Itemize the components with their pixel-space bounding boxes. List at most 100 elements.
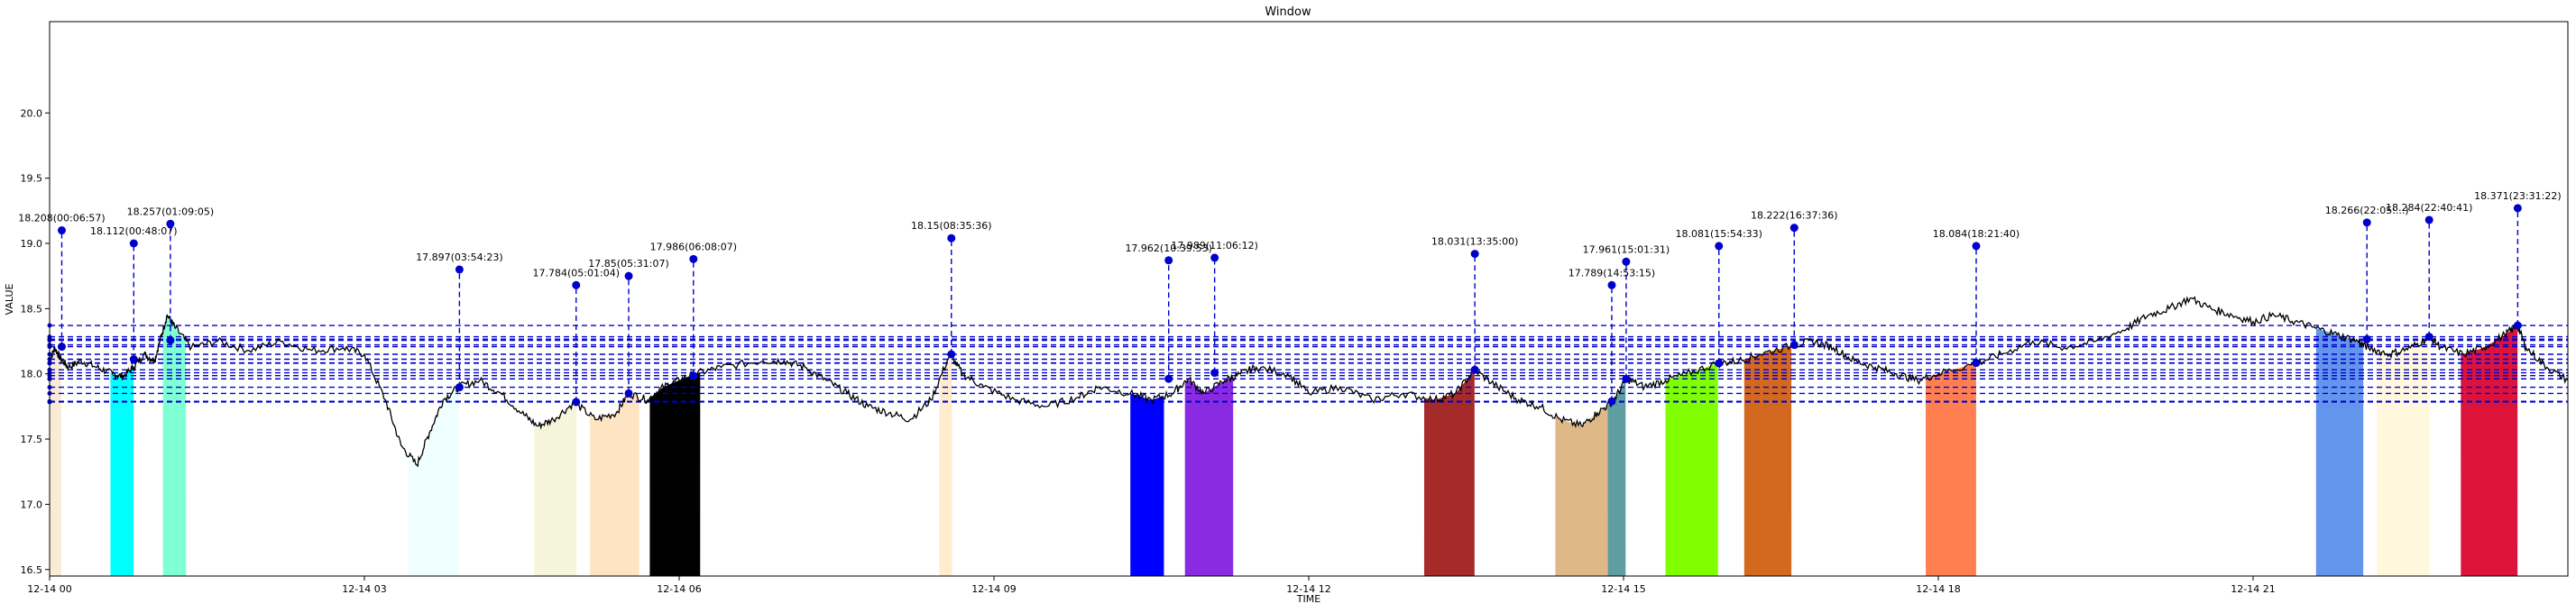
y-axis-ticks: 16.5 17.0 17.5 18.0 18.5 19.0 19.5 20.0: [21, 107, 50, 576]
x-axis-label: TIME: [1296, 593, 1320, 605]
shaded-region: [408, 387, 459, 576]
annotation-marker-point: [166, 336, 175, 345]
shaded-region: [1130, 393, 1164, 576]
y-tick-label: 19.0: [21, 238, 43, 250]
annotation-marker-top: [2362, 218, 2371, 227]
shaded-region: [939, 354, 952, 576]
level-lines: [50, 325, 2568, 403]
shaded-region: [162, 316, 187, 576]
annotation-label: 18.266(22:05:...): [2325, 205, 2409, 216]
annotation-marker-point: [2424, 333, 2433, 342]
annotation-label: 17.962(10:39:53): [1125, 242, 1211, 254]
annotation-marker-point: [624, 389, 633, 398]
annotation-label: 18.15(08:35:36): [911, 220, 991, 232]
annotation-label: 17.85(05:31:07): [588, 258, 668, 270]
annotation-label: 17.897(03:54:23): [416, 252, 502, 263]
shaded-region: [1423, 370, 1475, 576]
series-line: [49, 296, 2569, 468]
annotation-label: 17.989(11:06:12): [1171, 240, 1257, 252]
annotation-marker-top: [1972, 242, 1981, 251]
annotation-marker-top: [624, 271, 633, 280]
shaded-regions: [50, 316, 2518, 576]
annotation-marker-top: [572, 280, 581, 289]
annotation-marker-point: [1470, 365, 1479, 374]
annotation-marker-top: [57, 226, 66, 235]
annotation-markers: [47, 204, 2522, 407]
annotation-marker-top: [1210, 253, 1219, 262]
shaded-region: [534, 403, 576, 576]
shaded-region: [1926, 363, 1976, 576]
annotation-marker-point: [2362, 334, 2371, 343]
shaded-region: [590, 394, 639, 576]
annotation-marker-top: [129, 239, 138, 248]
annotation-label: 18.081(15:54:33): [1676, 228, 1762, 240]
annotation-marker-top: [2513, 204, 2522, 213]
annotation-marker-point: [129, 354, 138, 363]
annotation-label: 18.208(00:06:57): [18, 213, 105, 224]
y-tick-label: 18.5: [21, 303, 43, 315]
annotation-marker-point: [1789, 341, 1799, 350]
y-tick-label: 20.0: [21, 107, 43, 119]
annotation-label: 18.031(13:35:00): [1431, 236, 1518, 248]
annotation-marker-point: [57, 343, 66, 352]
x-tick-label: 12-14 06: [657, 583, 701, 595]
chart-title: Window: [1265, 5, 1311, 19]
annotation-marker-point: [2513, 321, 2522, 330]
annotation-marker-point: [572, 398, 581, 407]
shaded-region: [1665, 363, 1718, 576]
annotation-marker-top: [1789, 224, 1799, 233]
x-tick-label: 12-14 00: [27, 583, 71, 595]
x-tick-label: 12-14 21: [2231, 583, 2275, 595]
annotation-marker-point: [1622, 374, 1631, 383]
annotation-marker-point: [1164, 374, 1173, 383]
annotation-marker-point: [1715, 359, 1724, 368]
shaded-region: [50, 348, 61, 576]
shaded-region: [1743, 345, 1792, 576]
annotation-label: 17.986(06:08:07): [650, 241, 737, 252]
x-tick-label: 12-14 09: [971, 583, 1016, 595]
annotation-marker-top: [166, 219, 175, 228]
annotation-marker-top: [2424, 215, 2433, 224]
annotation-label: 17.784(05:01:04): [533, 267, 620, 279]
y-tick-label: 16.5: [21, 564, 43, 576]
annotation-marker-top: [1470, 250, 1479, 259]
annotation-marker-point: [455, 383, 464, 392]
annotation-marker-point: [1607, 397, 1616, 406]
shaded-region: [2315, 328, 2364, 576]
y-tick-label: 17.5: [21, 434, 43, 445]
annotation-label: 18.084(18:21:40): [1933, 228, 2019, 240]
annotation-label: 17.789(14:53:15): [1569, 267, 1655, 279]
annotation-marker-point: [689, 371, 698, 380]
y-tick-label: 19.5: [21, 173, 43, 185]
annotation-label: 18.222(16:37:36): [1751, 210, 1837, 222]
annotation-marker-top: [1607, 280, 1616, 289]
shaded-region: [2377, 337, 2430, 576]
annotation-marker-top: [455, 265, 464, 274]
annotation-marker-top: [1164, 256, 1173, 265]
annotation-label: 17.961(15:01:31): [1583, 243, 1670, 255]
annotation-marker-point: [1210, 369, 1219, 378]
x-tick-label: 12-14 03: [342, 583, 386, 595]
annotation-marker-top: [1715, 242, 1724, 251]
annotation-label: 18.284(22:40:41): [2386, 202, 2472, 214]
y-tick-label: 17.0: [21, 499, 43, 510]
x-tick-label: 12-14 18: [1916, 583, 1960, 595]
annotation-label: 18.371(23:31:22): [2474, 190, 2561, 202]
annotation-marker-point: [1972, 359, 1981, 368]
annotation-label: 18.257(01:09:05): [127, 206, 214, 217]
annotation-marker-top: [689, 254, 698, 263]
annotation-marker-top: [947, 233, 956, 242]
shaded-region: [2461, 325, 2518, 576]
annotation-lines: [60, 207, 2519, 402]
x-axis-ticks: 12-14 00 12-14 03 12-14 06 12-14 09 12-14 12…: [27, 576, 2276, 595]
shaded-region: [110, 367, 134, 576]
annotation-label: 18.112(00:48:07): [90, 225, 177, 237]
shaded-region: [1555, 405, 1608, 576]
y-axis-label: VALUE: [4, 283, 15, 315]
annotation-marker-top: [1622, 257, 1631, 266]
annotation-marker-point: [947, 350, 956, 359]
x-tick-label: 12-14 15: [1601, 583, 1645, 595]
annotation-labels: 18.208(00:06:57)18.112(00:48:07) 18.257(0…: [18, 190, 2561, 279]
x-tick-label: 12-14 12: [1286, 583, 1330, 595]
